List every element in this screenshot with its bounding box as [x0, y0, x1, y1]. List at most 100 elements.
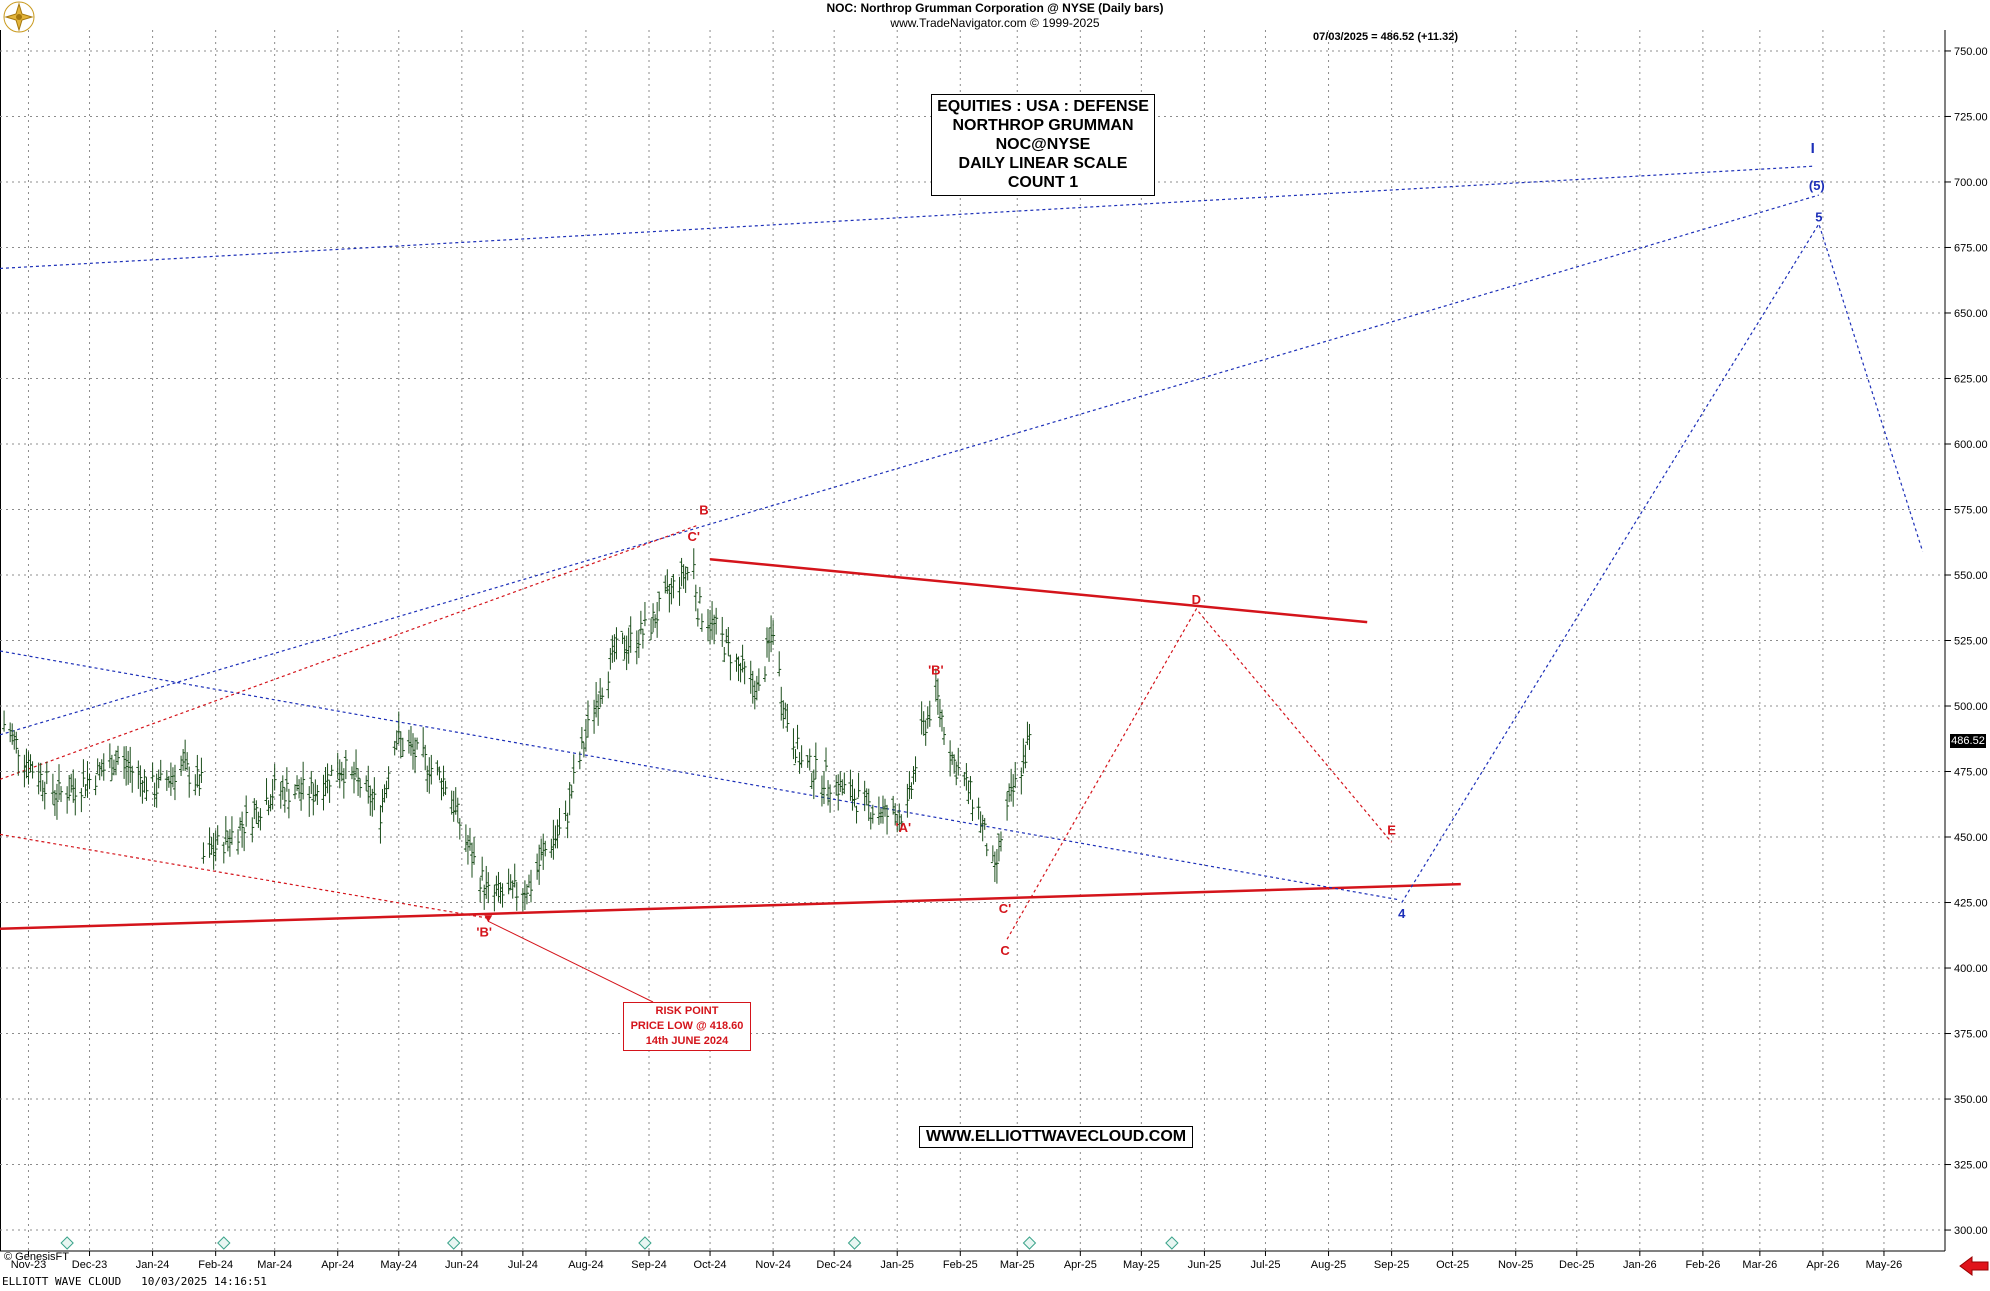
- y-tick-label: 700.00: [1954, 177, 1988, 189]
- risk-point-box: RISK POINT PRICE LOW @ 418.60 14th JUNE …: [623, 1002, 751, 1051]
- title-line: NOC@NYSE: [995, 136, 1091, 153]
- x-tick-label: May-24: [380, 1259, 417, 1271]
- trendline-dotted: [0, 165, 1813, 270]
- y-tick-label: 550.00: [1954, 570, 1988, 582]
- x-tick-label: Jan-25: [880, 1259, 914, 1271]
- x-tick-label: Jun-24: [445, 1259, 479, 1271]
- risk-line: 14th JUNE 2024: [645, 1035, 729, 1047]
- y-tick-label: 475.00: [1954, 767, 1988, 779]
- x-tick-label: Feb-25: [943, 1259, 978, 1271]
- x-tick-label: Apr-25: [1064, 1259, 1097, 1271]
- x-tick-label: Jun-25: [1188, 1259, 1222, 1271]
- projection-red: [1006, 608, 1393, 940]
- trendline-dotted: [0, 194, 1820, 736]
- wave-label-blue: (5): [1809, 178, 1825, 193]
- event-markers: [60, 1236, 1179, 1250]
- y-tick-label: 500.00: [1954, 701, 1988, 713]
- wave-labels: B C' 'B' 'B' 'A' C' C D E I (5) 5 4: [476, 140, 1825, 1003]
- x-tick-label: May-25: [1123, 1259, 1160, 1271]
- x-tick-label: Nov-23: [11, 1259, 46, 1271]
- y-tick-label: 750.00: [1954, 46, 1988, 58]
- price-tag: 486.52: [1950, 734, 1986, 748]
- event-marker-icon: [638, 1236, 652, 1250]
- risk-pointer-arrow-icon: [484, 915, 493, 923]
- x-tick-label: Jan-26: [1623, 1259, 1657, 1271]
- wave-label-red: C: [1000, 943, 1010, 958]
- x-tick-label: Jul-24: [508, 1259, 538, 1271]
- x-tick-label: Aug-25: [1311, 1259, 1346, 1271]
- event-marker-icon: [1022, 1236, 1037, 1250]
- y-tick-label: 450.00: [1954, 832, 1988, 844]
- projection-blue: [1401, 222, 1924, 903]
- event-marker-icon: [446, 1236, 461, 1250]
- genesis-credit: © GenesisFT: [4, 1251, 69, 1263]
- event-marker-icon: [217, 1236, 231, 1250]
- x-tick-label: Sep-25: [1374, 1259, 1409, 1271]
- x-tick-label: Oct-25: [1436, 1259, 1469, 1271]
- x-tick-label: Aug-24: [568, 1259, 603, 1271]
- wave-label-red: 'B': [928, 663, 944, 678]
- wave-label-red: D: [1192, 592, 1201, 607]
- x-tick-label: Feb-26: [1685, 1259, 1720, 1271]
- title-line: EQUITIES : USA : DEFENSE: [937, 98, 1149, 115]
- trendline-dotted: [0, 524, 699, 780]
- wave-label-red: E: [1387, 822, 1396, 837]
- wave-label-blue: 5: [1815, 209, 1822, 224]
- wave-label-blue: I: [1811, 140, 1815, 157]
- x-tick-label: Nov-25: [1498, 1259, 1533, 1271]
- last-price-readout: 07/03/2025 = 486.52 (+11.32): [1313, 31, 1458, 43]
- current-arrow-icon: [1959, 1256, 1989, 1276]
- logo-icon: [2, 0, 36, 39]
- wave-label-red: 'A': [896, 820, 912, 835]
- x-tick-label: Dec-25: [1559, 1259, 1594, 1271]
- y-tick-label: 325.00: [1954, 1160, 1988, 1172]
- risk-line: RISK POINT: [655, 1005, 719, 1017]
- y-tick-label: 650.00: [1954, 308, 1988, 320]
- y-tick-label: 400.00: [1954, 963, 1988, 975]
- y-tick-label: 425.00: [1954, 898, 1988, 910]
- y-tick-label: 625.00: [1954, 373, 1988, 385]
- x-tick-label: May-26: [1866, 1259, 1903, 1271]
- x-tick-label: Mar-26: [1742, 1259, 1777, 1271]
- event-marker-icon: [60, 1236, 74, 1250]
- chart-subtitle: www.TradeNavigator.com © 1999-2025: [890, 16, 1100, 30]
- y-tick-label: 600.00: [1954, 439, 1988, 451]
- title-box: EQUITIES : USA : DEFENSE NORTHROP GRUMMA…: [931, 94, 1155, 196]
- title-line: DAILY LINEAR SCALE: [958, 155, 1128, 172]
- x-tick-label: Nov-24: [755, 1259, 790, 1271]
- y-tick-label: 300.00: [1954, 1225, 1988, 1237]
- risk-pointer-line: [488, 920, 654, 1003]
- y-axis: 300.00 325.00 350.00 375.00 400.00 425.00 450.…: [1944, 30, 1988, 1251]
- x-axis: Nov-23 Dec-23 Jan-24 Feb-24 Mar-24 Apr-24 May-…: [0, 1250, 1945, 1271]
- x-tick-label: Dec-24: [816, 1259, 851, 1271]
- trendline-dotted: [0, 650, 1400, 901]
- y-tick-label: 575.00: [1954, 504, 1988, 516]
- trendline-dotted: [0, 833, 489, 919]
- price-bars: [2, 548, 1032, 912]
- trendline-solid: [709, 558, 1368, 624]
- x-tick-label: Mar-24: [257, 1259, 292, 1271]
- y-tick-label: 350.00: [1954, 1094, 1988, 1106]
- wave-label-red: 'B': [476, 925, 492, 940]
- wave-label-red: C': [688, 529, 700, 544]
- x-tick-label: Apr-24: [321, 1259, 354, 1271]
- footer-stamp: ELLIOTT WAVE CLOUD 10/03/2025 14:16:51: [2, 1275, 267, 1288]
- chart-title: NOC: Northrop Grumman Corporation @ NYSE…: [826, 1, 1164, 15]
- title-line: NORTHROP GRUMMAN: [952, 117, 1134, 134]
- website-label: WWW.ELLIOTTWAVECLOUD.COM: [919, 1126, 1194, 1148]
- y-tick-label: 675.00: [1954, 242, 1988, 254]
- y-tick-label: 375.00: [1954, 1029, 1988, 1041]
- x-tick-label: Jul-25: [1250, 1259, 1280, 1271]
- event-marker-icon: [1165, 1236, 1179, 1250]
- y-tick-label: 725.00: [1954, 111, 1988, 123]
- trendline-solid: [0, 882, 1461, 930]
- x-tick-label: Dec-23: [72, 1259, 107, 1271]
- event-marker-icon: [847, 1236, 862, 1250]
- x-tick-label: Oct-24: [694, 1259, 727, 1271]
- x-tick-label: Feb-24: [198, 1259, 233, 1271]
- y-tick-label: 525.00: [1954, 636, 1988, 648]
- wave-label-blue: 4: [1398, 906, 1406, 921]
- title-line: COUNT 1: [1007, 174, 1079, 191]
- x-tick-label: Jan-24: [136, 1259, 170, 1271]
